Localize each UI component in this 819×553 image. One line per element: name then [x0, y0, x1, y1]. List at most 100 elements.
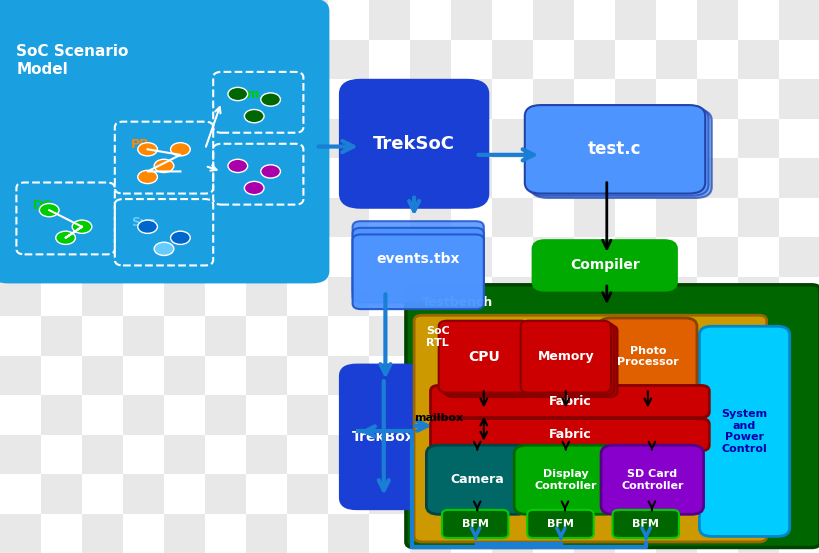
- FancyBboxPatch shape: [0, 0, 328, 282]
- FancyBboxPatch shape: [532, 241, 676, 290]
- Bar: [123, 79, 164, 118]
- Text: Display
Controller: Display Controller: [533, 469, 596, 491]
- Bar: [205, 395, 246, 435]
- Bar: [696, 474, 737, 514]
- Bar: [0, 435, 41, 474]
- Bar: [82, 435, 123, 474]
- Bar: [491, 356, 532, 395]
- Bar: [737, 356, 778, 395]
- Text: CPU: CPU: [468, 349, 499, 364]
- FancyBboxPatch shape: [430, 385, 708, 418]
- Bar: [614, 79, 655, 118]
- Circle shape: [154, 159, 174, 173]
- Bar: [205, 158, 246, 197]
- Text: SoC
RTL: SoC RTL: [426, 326, 450, 348]
- Bar: [491, 435, 532, 474]
- Bar: [205, 316, 246, 356]
- Circle shape: [260, 165, 280, 178]
- Bar: [737, 276, 778, 316]
- Bar: [737, 197, 778, 237]
- Text: Fabric: Fabric: [548, 395, 590, 408]
- Bar: [41, 237, 82, 276]
- Bar: [573, 514, 614, 553]
- Text: Compiler: Compiler: [569, 258, 639, 273]
- FancyBboxPatch shape: [352, 228, 483, 302]
- Bar: [164, 118, 205, 158]
- Bar: [328, 118, 369, 158]
- FancyBboxPatch shape: [445, 325, 535, 397]
- Bar: [123, 395, 164, 435]
- Bar: [573, 39, 614, 79]
- Bar: [450, 316, 491, 356]
- Bar: [491, 514, 532, 553]
- Bar: [82, 514, 123, 553]
- Bar: [82, 197, 123, 237]
- Bar: [532, 158, 573, 197]
- Bar: [328, 39, 369, 79]
- Bar: [737, 39, 778, 79]
- FancyBboxPatch shape: [430, 419, 708, 451]
- Bar: [82, 356, 123, 395]
- Bar: [246, 118, 287, 158]
- FancyBboxPatch shape: [531, 109, 711, 198]
- Bar: [778, 316, 819, 356]
- Bar: [41, 79, 82, 118]
- Bar: [614, 237, 655, 276]
- Circle shape: [228, 159, 247, 173]
- Bar: [287, 395, 328, 435]
- Bar: [328, 197, 369, 237]
- Bar: [532, 237, 573, 276]
- Text: BFM: BFM: [631, 519, 658, 529]
- FancyBboxPatch shape: [340, 80, 487, 207]
- Bar: [82, 276, 123, 316]
- Text: Photo
Processor: Photo Processor: [616, 346, 678, 368]
- FancyBboxPatch shape: [612, 510, 678, 538]
- Bar: [696, 395, 737, 435]
- Bar: [737, 118, 778, 158]
- Circle shape: [138, 143, 157, 156]
- Bar: [614, 316, 655, 356]
- Bar: [737, 514, 778, 553]
- Circle shape: [154, 242, 174, 255]
- Bar: [778, 0, 819, 39]
- Bar: [655, 435, 696, 474]
- Bar: [532, 0, 573, 39]
- Text: System
and
Power
Control: System and Power Control: [721, 409, 767, 454]
- Bar: [696, 237, 737, 276]
- Bar: [0, 356, 41, 395]
- Bar: [123, 0, 164, 39]
- Bar: [164, 514, 205, 553]
- Bar: [655, 514, 696, 553]
- Bar: [328, 356, 369, 395]
- Bar: [123, 158, 164, 197]
- Bar: [532, 474, 573, 514]
- Text: Sys: Sys: [131, 216, 156, 229]
- FancyBboxPatch shape: [405, 285, 819, 547]
- FancyBboxPatch shape: [414, 315, 766, 542]
- Bar: [410, 197, 450, 237]
- Bar: [655, 197, 696, 237]
- Bar: [491, 118, 532, 158]
- FancyBboxPatch shape: [441, 323, 532, 395]
- Bar: [287, 79, 328, 118]
- Bar: [778, 395, 819, 435]
- Circle shape: [138, 220, 157, 233]
- Bar: [737, 435, 778, 474]
- Bar: [246, 435, 287, 474]
- Bar: [41, 158, 82, 197]
- Bar: [328, 514, 369, 553]
- Bar: [369, 79, 410, 118]
- Bar: [573, 435, 614, 474]
- Circle shape: [56, 231, 75, 244]
- Bar: [41, 474, 82, 514]
- FancyBboxPatch shape: [352, 221, 483, 296]
- Bar: [410, 39, 450, 79]
- Bar: [614, 0, 655, 39]
- Bar: [614, 158, 655, 197]
- Bar: [0, 39, 41, 79]
- Bar: [246, 39, 287, 79]
- Circle shape: [170, 231, 190, 244]
- Bar: [491, 276, 532, 316]
- Bar: [410, 514, 450, 553]
- Text: SD: SD: [229, 160, 248, 174]
